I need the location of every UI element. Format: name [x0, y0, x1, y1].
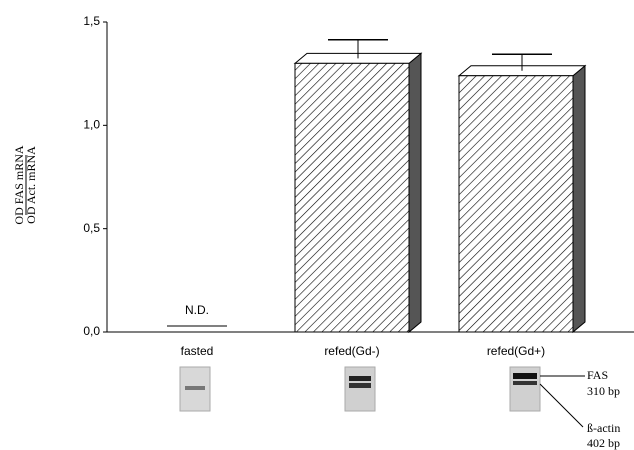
bar	[459, 76, 573, 332]
gel-band	[513, 381, 537, 385]
x-tick-label: refed(Gd+)	[487, 344, 545, 358]
value-label: N.D.	[185, 303, 209, 317]
gel-band	[349, 376, 371, 381]
y-title-line: OD Act. mRNA	[24, 146, 38, 224]
gel-images	[180, 367, 585, 427]
y-tick-label: 0,0	[83, 324, 100, 338]
gel-label: 402 bp	[587, 436, 620, 450]
gel-band	[349, 383, 371, 388]
x-tick-label: fasted	[181, 344, 214, 358]
y-tick-label: 1,5	[83, 14, 100, 28]
bar-side	[573, 66, 585, 332]
gel-label: 310 bp	[587, 384, 620, 398]
y-tick-label: 1,0	[83, 118, 100, 132]
gel	[345, 367, 375, 411]
y-title: OD FAS mRNA OD Act. mRNA	[12, 145, 38, 224]
gel-band	[513, 373, 537, 379]
pointer	[540, 384, 583, 427]
bar	[295, 63, 409, 332]
gel-band	[185, 386, 205, 390]
y-tick-label: 0,5	[83, 221, 100, 235]
gel-label: FAS	[587, 368, 608, 382]
x-tick-label: refed(Gd-)	[324, 344, 379, 358]
gel-label: ß-actin	[587, 421, 620, 435]
bar-side	[409, 53, 421, 332]
chart: OD FAS mRNA OD Act. mRNA FAS 310 bp ß-ac…	[0, 0, 634, 450]
